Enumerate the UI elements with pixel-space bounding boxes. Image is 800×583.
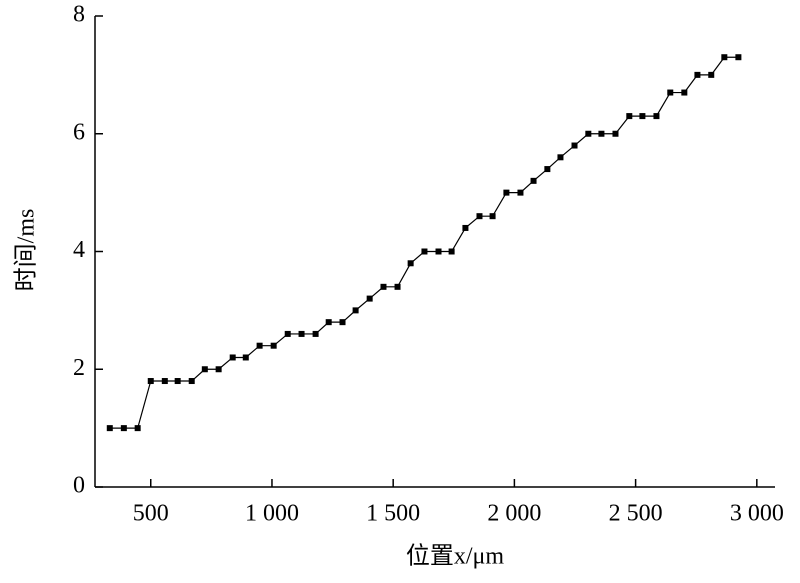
data-point — [298, 330, 305, 337]
data-point — [544, 166, 551, 173]
data-point — [366, 295, 373, 302]
data-point — [312, 330, 319, 337]
x-tick-label: 1 000 — [245, 501, 299, 527]
x-tick-label: 2 000 — [487, 501, 541, 527]
data-point — [503, 189, 510, 196]
data-point — [339, 319, 346, 326]
data-point — [174, 378, 181, 385]
data-point — [530, 177, 537, 184]
y-axis-label: 时间/ms — [13, 209, 40, 292]
data-point — [106, 425, 113, 432]
data-point — [681, 89, 688, 96]
data-point — [421, 248, 428, 255]
data-point — [407, 260, 414, 267]
data-point — [380, 283, 387, 290]
data-point — [147, 378, 154, 385]
data-point — [612, 130, 619, 137]
data-point — [448, 248, 455, 255]
data-point — [667, 89, 674, 96]
data-point — [188, 378, 195, 385]
data-point — [394, 283, 401, 290]
data-point — [201, 366, 208, 373]
data-point — [352, 307, 359, 314]
data-point — [708, 71, 715, 78]
data-point — [229, 354, 236, 361]
x-tick-label: 500 — [133, 501, 169, 527]
data-point — [517, 189, 524, 196]
data-point — [489, 213, 496, 220]
data-point — [134, 425, 141, 432]
data-point — [653, 113, 660, 120]
data-point — [721, 54, 728, 61]
data-point — [476, 213, 483, 220]
data-point — [284, 330, 291, 337]
data-point — [639, 113, 646, 120]
x-tick-label: 3 000 — [730, 501, 784, 527]
data-point — [161, 378, 168, 385]
data-point — [462, 224, 469, 231]
data-point — [256, 342, 263, 349]
data-point — [270, 342, 277, 349]
data-point — [735, 54, 742, 61]
y-tick-label: 2 — [73, 355, 85, 381]
data-point — [585, 130, 592, 137]
data-point — [694, 71, 701, 78]
x-tick-label: 1 500 — [366, 501, 420, 527]
data-point — [571, 142, 578, 149]
data-point — [557, 154, 564, 161]
y-tick-label: 0 — [73, 473, 85, 499]
y-tick-label: 8 — [73, 2, 85, 28]
data-line — [109, 56, 739, 429]
data-point — [598, 130, 605, 137]
y-tick-label: 6 — [73, 119, 85, 145]
data-point — [435, 248, 442, 255]
data-point — [626, 113, 633, 120]
data-point — [215, 366, 222, 373]
data-point — [242, 354, 249, 361]
x-axis-label: 位置x/μm — [406, 543, 505, 570]
x-tick-label: 2 500 — [609, 501, 663, 527]
data-point — [120, 425, 127, 432]
data-point — [325, 319, 332, 326]
y-tick-label: 4 — [73, 237, 85, 263]
